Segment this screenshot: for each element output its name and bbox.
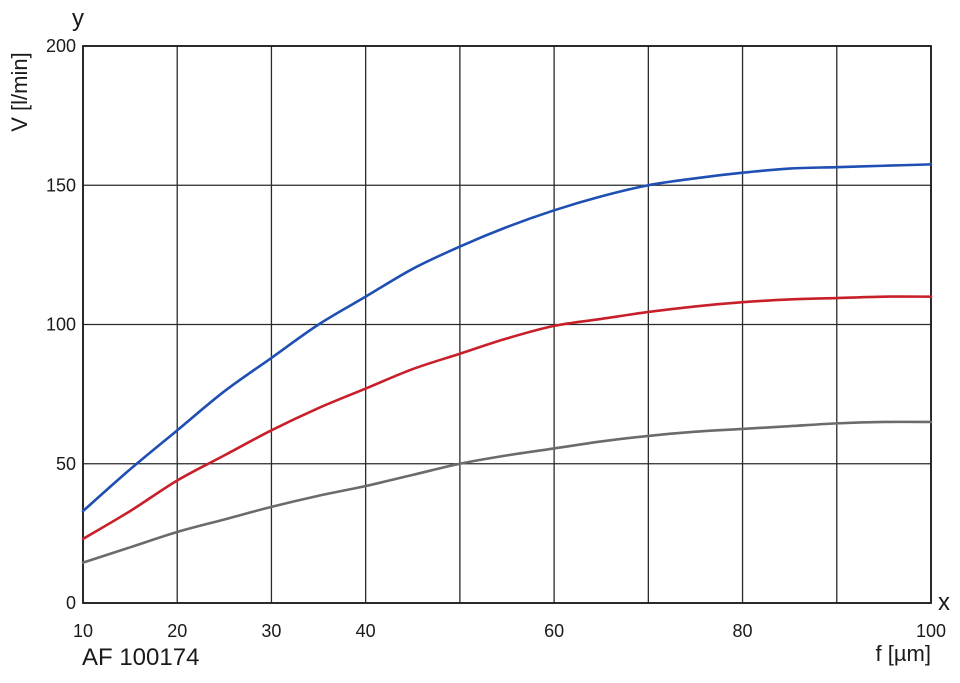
x-axis-letter: x [938, 589, 950, 616]
y-tick-label: 100 [46, 315, 76, 335]
x-tick-label: 80 [733, 621, 753, 641]
plot-frame [82, 45, 932, 604]
grid [82, 45, 932, 604]
series-line-2 [81, 295, 933, 541]
x-tick-label: 40 [356, 621, 376, 641]
y-tick-label: 0 [66, 593, 76, 613]
x-tick-label: 60 [544, 621, 564, 641]
series-layer [81, 163, 933, 564]
y-tick-label: 150 [46, 175, 76, 195]
y-axis-label: V [l/min] [7, 52, 32, 131]
y-axis-letter: y [72, 5, 84, 32]
series-line-1 [81, 163, 933, 513]
y-tick-label: 50 [56, 454, 76, 474]
y-tick-label: 200 [46, 36, 76, 56]
figure-code: AF 100174 [82, 644, 199, 671]
x-tick-label: 30 [261, 621, 281, 641]
x-axis-label: f [µm] [876, 641, 931, 666]
tick-labels: 0 50 100 150 200 10 20 30 40 60 80 100 [46, 36, 946, 641]
x-tick-label: 100 [916, 621, 946, 641]
series-line-3 [81, 420, 933, 564]
x-tick-label: 20 [167, 621, 187, 641]
x-tick-label: 10 [73, 621, 93, 641]
